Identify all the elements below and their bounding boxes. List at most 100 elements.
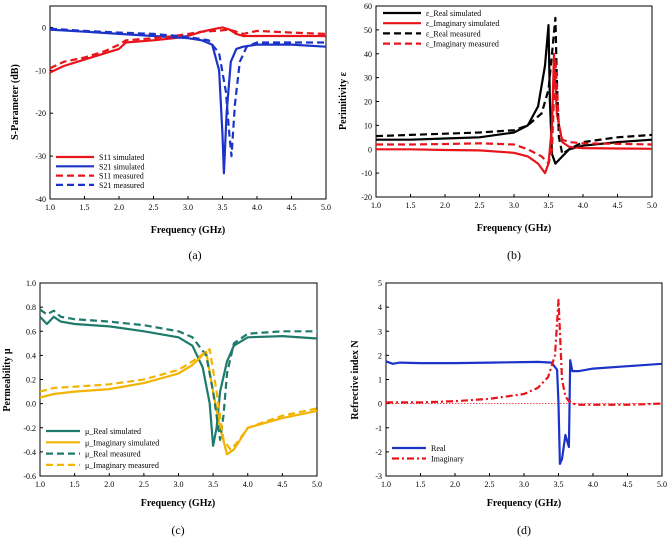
panel-b-frame (375, 5, 653, 198)
panel-c-ytick-label: 1.0 (26, 279, 36, 288)
panel-b-ytick-label: 30 (364, 74, 372, 83)
panel-d-legend-label: Real (431, 444, 446, 453)
panel-c-plot: 1.0 1.5 2.0 2.5 3.0 3.5 4.0 4.5 5.0 1.0 0.8 0.6 0.4 0… (23, 279, 322, 489)
panel-b-legend-label: ε_Imaginary measured (426, 40, 499, 49)
panel-c-series-3 (39, 348, 318, 451)
panel-a: 1.0 1.5 2.0 2.5 3.0 3.5 4.0 4.5 5.0 0 -10 -20 -30 -40… (10, 5, 331, 262)
panel-c-ytick-label: 0.4 (26, 351, 36, 360)
panel-b-xtick-label: 2.0 (440, 201, 450, 210)
panel-b-xtick-label: 1.5 (406, 201, 416, 210)
panel-c-series-2 (39, 308, 317, 441)
panel-a-xtick-label: 2.0 (114, 203, 124, 212)
panel-d-ytick-label: 0 (378, 400, 382, 409)
panel-a-series-0 (49, 26, 326, 74)
panel-c: 1.0 1.5 2.0 2.5 3.0 3.5 4.0 4.5 5.0 1.0 0.8 0.6 0.4 0… (2, 279, 322, 537)
panel-d-ytick-label: -2 (375, 448, 382, 457)
panel-b-ytick-label: 0 (368, 145, 372, 154)
panel-d-caption: (d) (517, 523, 531, 537)
panel-d-legend-label: Imaginary (431, 455, 464, 464)
panel-b-xtick-label: 1.0 (371, 201, 381, 210)
panel-a-series-2 (49, 28, 327, 70)
panel-d-ytick-label: 1 (378, 376, 382, 385)
panel-c-xtick-label: 5.0 (312, 480, 322, 489)
panel-c-ytick-label: 0.2 (26, 376, 36, 385)
panel-d-ytick-label: 2 (378, 351, 382, 360)
panel-d-xtick-label: 1.0 (381, 480, 391, 489)
panel-b-xtick-label: 3.0 (509, 201, 519, 210)
panel-b-ylabel: Perimitivity ε (338, 71, 349, 130)
panel-a-legend-label: S21 measured (99, 181, 144, 190)
panel-c-legend-label: μ_Imaginary simulated (85, 438, 159, 447)
panel-b-series-0 (376, 24, 653, 165)
panel-a-xtick-label: 5.0 (321, 203, 331, 212)
panel-d-xtick-label: 4.5 (623, 480, 633, 489)
panel-b-xtick-label: 5.0 (647, 201, 657, 210)
panel-b: 1.0 1.5 2.0 2.5 3.0 3.5 4.0 4.5 5.0 60 50 40 30 20 10 0… (338, 2, 657, 262)
panel-c-xtick-label: 3.5 (208, 480, 218, 489)
panel-c-legend-label: μ_Real measured (85, 450, 141, 459)
panel-d: 1.0 1.5 2.0 2.5 3.0 3.5 4.0 4.5 5.0 5 4 3 2 1 0 -1 -2 -3 R… (350, 279, 667, 537)
panel-d-ytick-label: 5 (378, 279, 382, 288)
panel-c-xlabel: Frequency (GHz) (141, 498, 216, 509)
panel-c-ylabel: Permeability μ (2, 348, 13, 411)
panel-d-ytick-label: 3 (378, 327, 382, 336)
panel-c-xtick-label: 3.0 (174, 480, 184, 489)
panel-d-xtick-label: 5.0 (657, 480, 667, 489)
panel-a-legend-label: S11 simulated (99, 153, 144, 162)
panel-a-ytick-label: 0 (42, 23, 46, 32)
panel-b-ytick-label: 10 (364, 121, 372, 130)
panel-a-xtick-label: 1.0 (45, 203, 55, 212)
panel-a-xtick-label: 2.5 (149, 203, 159, 212)
panel-d-xtick-label: 1.5 (416, 480, 426, 489)
panel-c-frame (39, 282, 318, 477)
panel-b-xlabel: Frequency (GHz) (477, 223, 552, 234)
panel-c-xtick-label: 4.5 (277, 480, 287, 489)
panel-c-xtick-label: 1.0 (35, 480, 45, 489)
panel-b-series-3 (376, 57, 653, 165)
panel-a-xtick-label: 4.0 (252, 203, 262, 212)
panel-c-xtick-label: 2.5 (139, 480, 149, 489)
panel-c-series-0 (39, 315, 318, 447)
panel-c-ytick-label: 0.8 (26, 303, 36, 312)
panel-d-xtick-label: 2.0 (450, 480, 460, 489)
panel-c-xtick-label: 1.5 (70, 480, 80, 489)
panel-b-ytick-label: 60 (364, 2, 372, 11)
panel-a-ytick-label: -10 (35, 66, 46, 75)
panel-c-xtick-label: 2.0 (104, 480, 114, 489)
panel-b-legend-label: ε_Real simulated (426, 9, 481, 18)
panel-d-ytick-label: -3 (375, 472, 382, 481)
panel-a-caption: (a) (188, 248, 201, 262)
panel-d-ytick-label: -1 (375, 424, 382, 433)
panel-b-xtick-label: 4.0 (578, 201, 588, 210)
panel-b-xtick-label: 2.5 (475, 201, 485, 210)
panel-b-ytick-label: 50 (364, 26, 372, 35)
panel-d-xtick-label: 2.5 (485, 480, 495, 489)
panel-a-xtick-label: 3.5 (218, 203, 228, 212)
panel-d-ytick-label: 4 (378, 303, 382, 312)
panel-b-caption: (b) (507, 248, 521, 262)
panel-b-ytick-label: 40 (364, 50, 372, 59)
panel-a-series-1 (49, 28, 327, 175)
panel-c-xtick-label: 4.0 (243, 480, 253, 489)
panel-b-ytick-label: -20 (361, 193, 372, 202)
panel-a-xtick-label: 1.5 (80, 203, 90, 212)
panel-c-legend-label: μ_Imaginary measured (85, 461, 159, 470)
panel-a-series-3 (49, 27, 326, 158)
panel-c-legend-label: μ_Real simulated (85, 427, 141, 436)
panel-c-ytick-label: -0.4 (23, 448, 36, 457)
panel-d-plot: 1.0 1.5 2.0 2.5 3.0 3.5 4.0 4.5 5.0 5 4 3 2 1 0 -1 -2 -3 R… (375, 279, 667, 489)
panel-a-legend-label: S21 simulated (99, 162, 145, 171)
panel-d-xtick-label: 3.5 (554, 480, 564, 489)
panel-c-ytick-label: 0.6 (26, 327, 36, 336)
panel-d-series-0 (385, 359, 663, 465)
panel-a-xtick-label: 4.5 (287, 203, 297, 212)
panel-a-ylabel: S-Parameter (dB) (10, 64, 21, 140)
panel-c-series-1 (39, 350, 318, 456)
panel-b-ytick-label: -10 (361, 169, 372, 178)
panel-a-plot: 1.0 1.5 2.0 2.5 3.0 3.5 4.0 4.5 5.0 0 -10 -20 -30 -40… (35, 23, 331, 212)
panel-d-frame (385, 282, 663, 477)
panel-b-xtick-label: 4.5 (613, 201, 623, 210)
panel-c-ytick-label: -0.2 (23, 424, 36, 433)
panel-a-ytick-label: -20 (35, 109, 46, 118)
